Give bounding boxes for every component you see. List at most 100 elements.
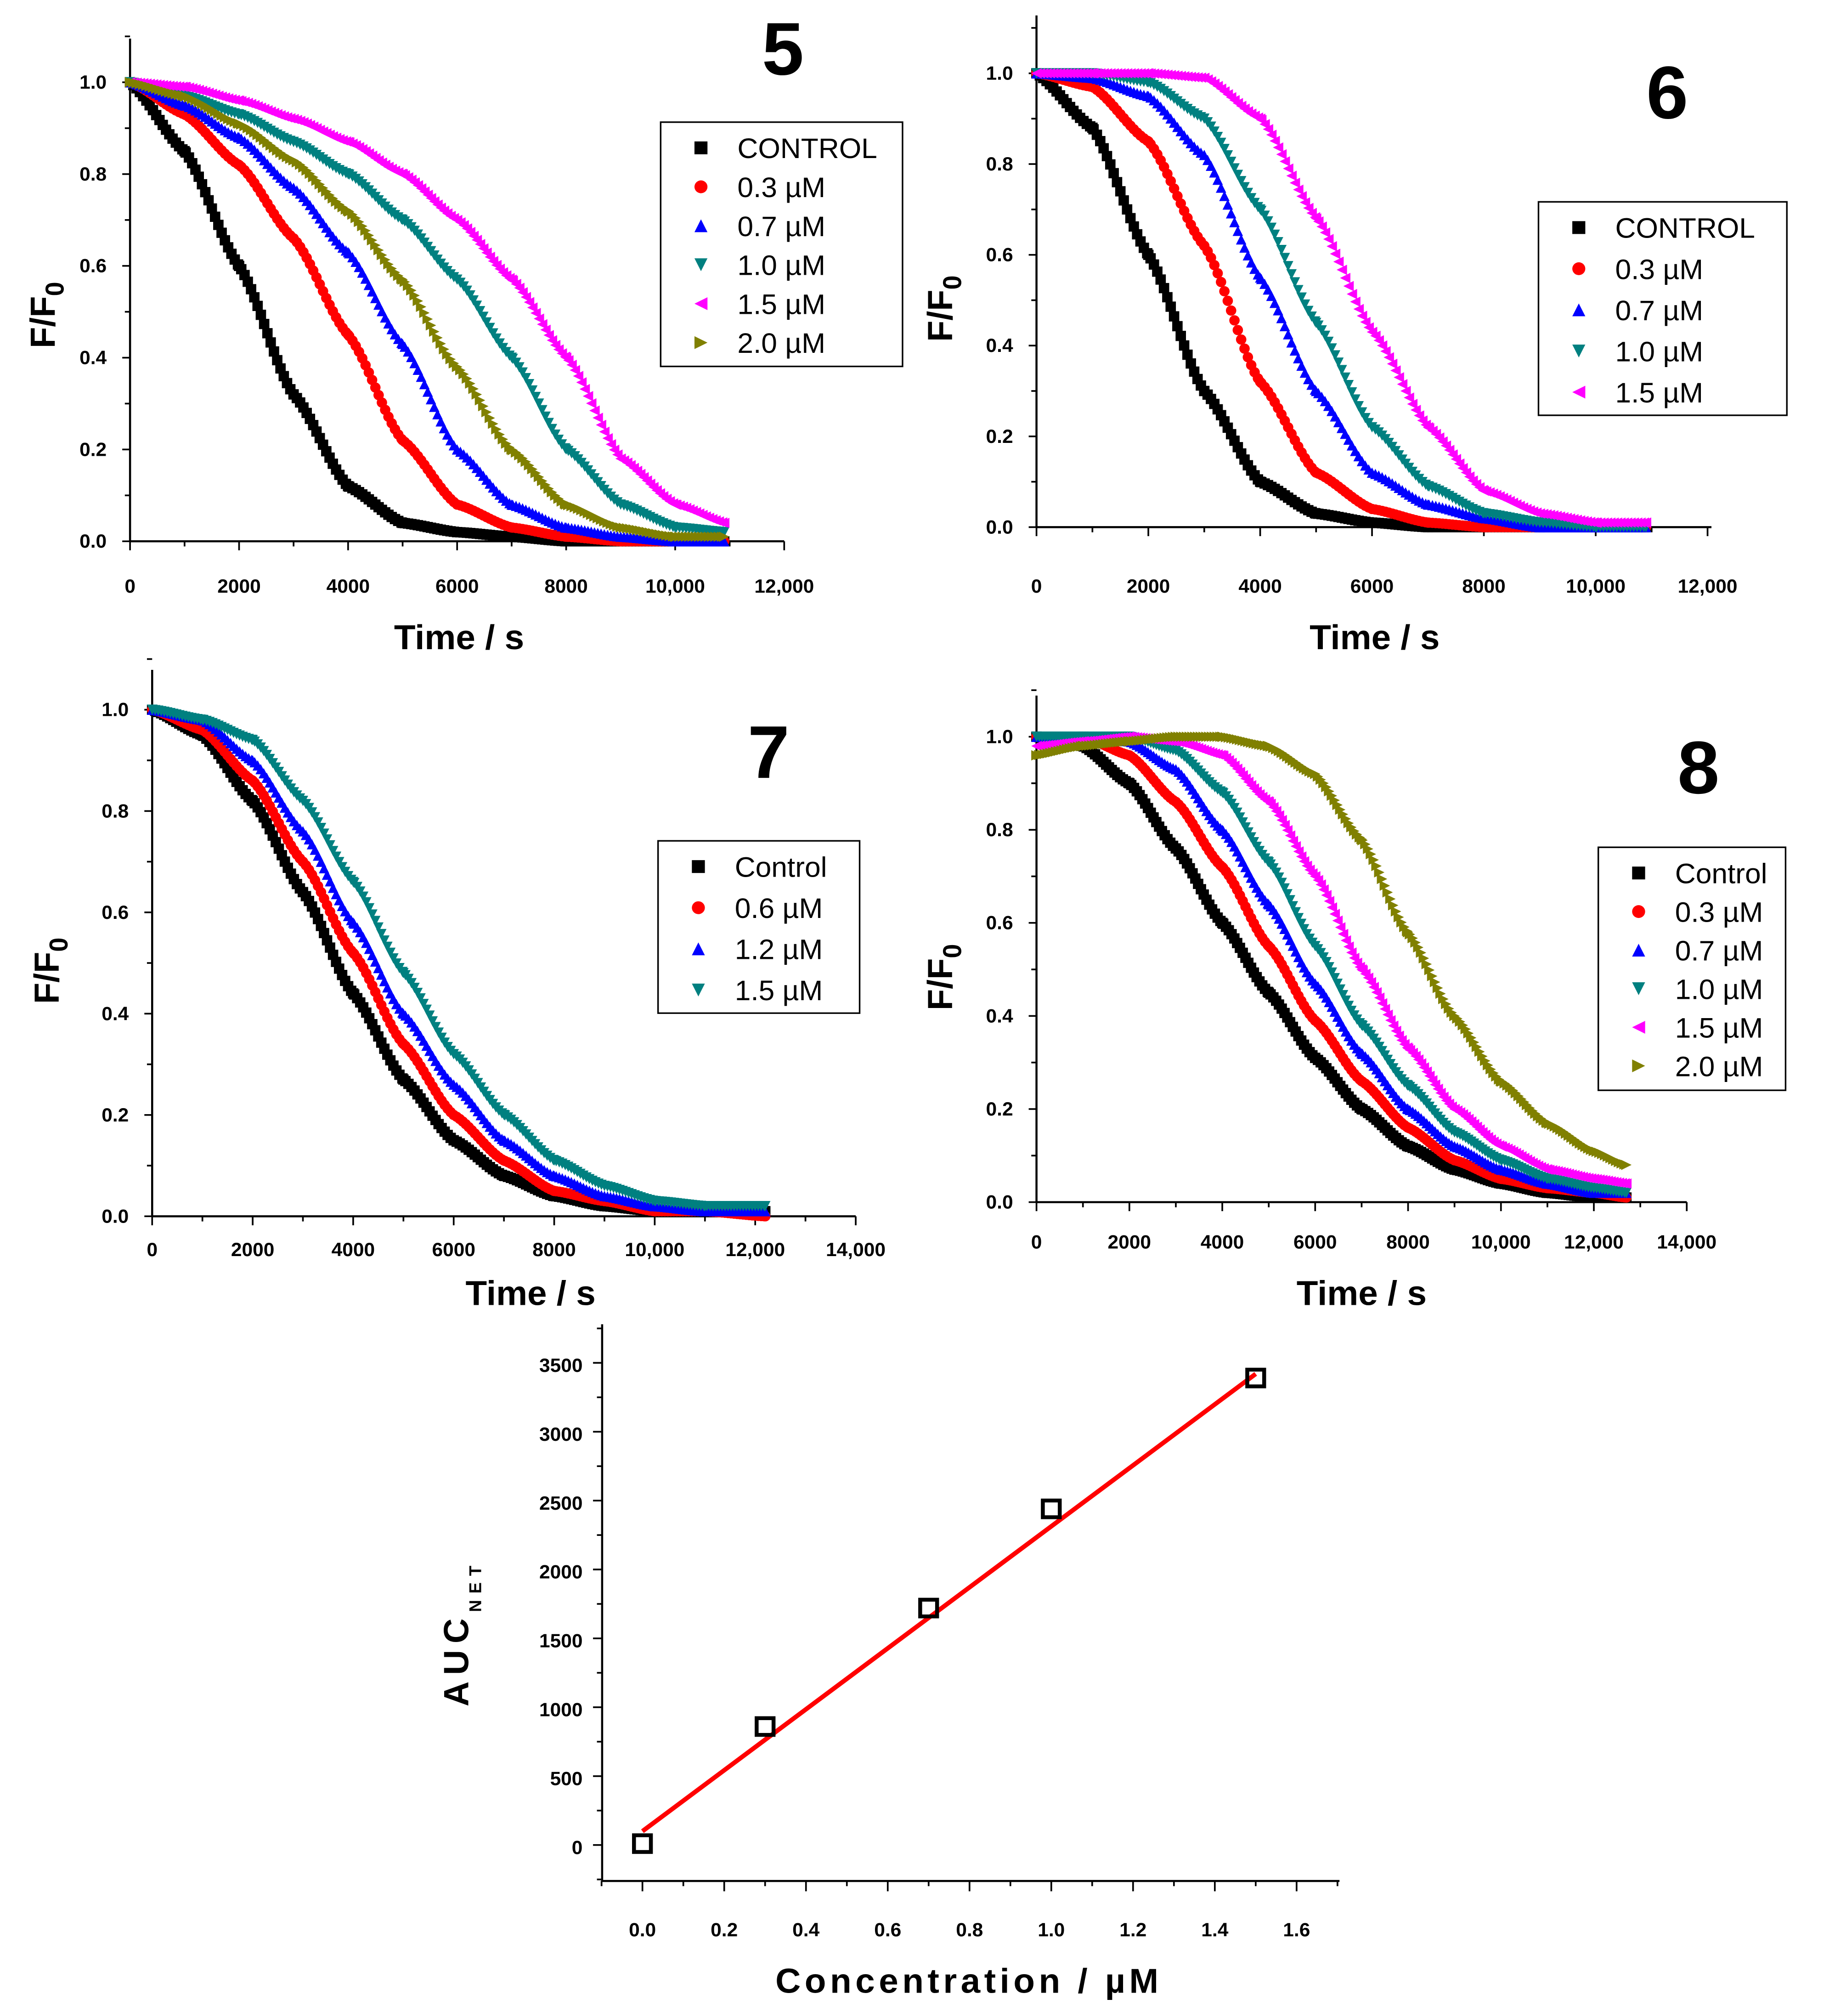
data-marker bbox=[1273, 305, 1283, 316]
data-marker bbox=[1129, 221, 1139, 232]
data-marker bbox=[1340, 272, 1350, 283]
data-marker bbox=[609, 444, 620, 455]
series-3 bbox=[147, 704, 771, 1212]
data-marker bbox=[485, 413, 495, 424]
data-marker bbox=[1374, 992, 1385, 1003]
data-marker bbox=[1316, 221, 1327, 232]
legend-entry: CONTROL bbox=[1615, 213, 1755, 244]
legend-marker bbox=[1632, 905, 1645, 918]
data-marker bbox=[1327, 343, 1337, 354]
data-marker bbox=[1394, 372, 1404, 383]
data-marker bbox=[570, 365, 580, 375]
y-axis-title-subscript: 0 bbox=[40, 282, 69, 296]
data-point bbox=[1310, 385, 1321, 396]
y-tick-label: 0 bbox=[572, 1837, 583, 1858]
data-point bbox=[398, 1039, 409, 1049]
data-point bbox=[1217, 861, 1228, 872]
data-point bbox=[1449, 1164, 1460, 1175]
data-marker bbox=[462, 373, 472, 384]
data-marker bbox=[1480, 1055, 1491, 1066]
data-marker bbox=[1346, 947, 1357, 958]
data-point bbox=[1255, 204, 1265, 215]
data-marker bbox=[530, 308, 541, 318]
data-marker bbox=[488, 328, 498, 339]
data-marker bbox=[1216, 182, 1226, 193]
data-marker bbox=[1477, 1051, 1488, 1062]
data-marker bbox=[429, 326, 440, 337]
data-point bbox=[1255, 272, 1265, 283]
data-marker bbox=[550, 429, 561, 440]
data-point bbox=[615, 499, 626, 510]
fit-line bbox=[641, 1372, 1257, 1833]
data-marker bbox=[1287, 836, 1299, 846]
data-marker bbox=[259, 318, 270, 329]
legend-entry: 0.7 µM bbox=[1675, 935, 1763, 967]
x-axis-title: Time / s bbox=[394, 618, 524, 657]
data-marker bbox=[1155, 274, 1166, 285]
data-point bbox=[1310, 508, 1321, 519]
y-tick-label: 0.0 bbox=[986, 1191, 1013, 1213]
data-point bbox=[398, 1008, 409, 1019]
data-marker bbox=[1379, 1003, 1390, 1014]
data-marker bbox=[1169, 311, 1180, 322]
data-marker bbox=[1383, 352, 1394, 363]
data-marker bbox=[1289, 177, 1300, 188]
data-marker bbox=[327, 846, 339, 856]
data-marker bbox=[1330, 249, 1341, 259]
data-point bbox=[1366, 504, 1378, 515]
data-marker bbox=[537, 405, 548, 415]
data-marker bbox=[1289, 345, 1300, 356]
y-tick-label: 0.6 bbox=[986, 912, 1013, 934]
x-tick-label: 0.2 bbox=[711, 1919, 738, 1941]
data-marker bbox=[540, 411, 551, 422]
data-marker bbox=[1229, 163, 1240, 174]
data-point bbox=[343, 329, 354, 340]
data-marker bbox=[262, 328, 273, 339]
data-point bbox=[1366, 327, 1378, 337]
data-marker bbox=[524, 297, 535, 307]
x-tick-label: 2000 bbox=[1108, 1231, 1151, 1253]
data-marker bbox=[1368, 855, 1379, 865]
data-point bbox=[1403, 927, 1413, 938]
data-point bbox=[343, 205, 354, 216]
data-marker bbox=[1222, 199, 1233, 210]
data-point bbox=[1588, 1145, 1599, 1156]
data-marker bbox=[412, 988, 423, 998]
data-marker bbox=[409, 358, 420, 368]
data-marker bbox=[1338, 809, 1349, 820]
data-marker bbox=[425, 320, 436, 331]
data-point bbox=[1534, 517, 1545, 528]
data-marker bbox=[1212, 132, 1223, 142]
data-point bbox=[343, 136, 354, 147]
data-marker bbox=[316, 822, 327, 833]
data-marker bbox=[1353, 304, 1364, 314]
panel-label: 5 bbox=[762, 7, 804, 91]
data-point bbox=[1199, 113, 1210, 124]
data-point bbox=[498, 1110, 509, 1121]
data-point bbox=[1403, 1104, 1413, 1115]
data-point bbox=[1496, 1076, 1507, 1087]
data-marker bbox=[1239, 182, 1250, 193]
data-marker bbox=[1279, 321, 1290, 331]
data-marker bbox=[1324, 896, 1334, 906]
data-marker bbox=[435, 338, 446, 349]
x-tick-label: 6000 bbox=[1293, 1231, 1337, 1253]
data-point bbox=[1263, 987, 1274, 998]
data-marker bbox=[1483, 1060, 1493, 1070]
data-point bbox=[1124, 750, 1135, 761]
data-point bbox=[1496, 1155, 1507, 1166]
data-marker bbox=[1283, 329, 1293, 340]
data-marker bbox=[1279, 156, 1290, 167]
data-marker bbox=[1266, 130, 1277, 140]
data-marker bbox=[1225, 208, 1237, 219]
data-point bbox=[1310, 978, 1321, 989]
data-point bbox=[288, 113, 299, 125]
data-marker bbox=[1098, 143, 1109, 153]
data-marker bbox=[1382, 887, 1393, 898]
data-marker bbox=[1273, 237, 1283, 248]
panel-label: 7 bbox=[748, 710, 790, 794]
data-marker bbox=[331, 851, 342, 862]
y-tick-label: 500 bbox=[550, 1768, 583, 1789]
data-marker bbox=[432, 409, 443, 419]
data-marker bbox=[1413, 410, 1424, 421]
